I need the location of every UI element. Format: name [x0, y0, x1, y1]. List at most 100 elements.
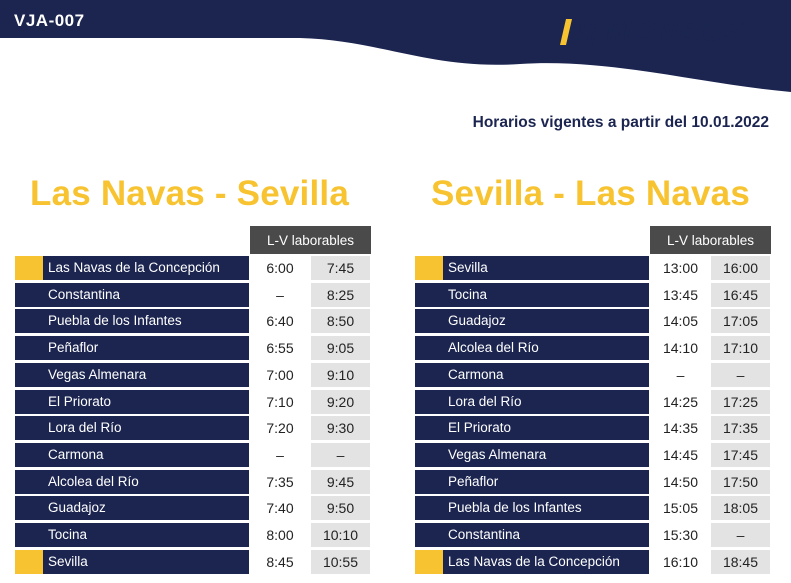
- departure-time-2: 9:10: [311, 362, 370, 387]
- header-wave-banner: [0, 0, 791, 92]
- table-row: Peñaflor 14:50 17:50: [415, 469, 771, 494]
- row-marker: [15, 523, 43, 547]
- departure-time-1: –: [251, 442, 309, 467]
- table-row: Constantina 15:30–: [415, 523, 771, 547]
- stop-name: Peñaflor: [443, 469, 649, 494]
- row-marker: [15, 282, 43, 307]
- departure-time-2: 16:00: [711, 256, 770, 280]
- brand-name: MONBUS: [606, 15, 746, 48]
- table-row: El Priorato 7:10 9:20: [15, 389, 371, 414]
- departure-time-1: 7:00: [251, 362, 309, 387]
- table-row: Tocina 13:45 16:45: [415, 282, 771, 307]
- table-row: Constantina –8:25: [15, 282, 371, 307]
- table-row: Guadajoz 7:40 9:50: [15, 496, 371, 521]
- departure-time-2: –: [711, 362, 770, 387]
- departure-time-1: 8:45: [251, 549, 309, 574]
- departure-time-2: 17:05: [711, 309, 770, 334]
- departure-time-2: 17:10: [711, 336, 770, 361]
- departure-time-1: 7:10: [251, 389, 309, 414]
- departure-time-1: 8:00: [251, 523, 309, 547]
- departure-time-1: 6:55: [251, 336, 309, 361]
- table-row: Alcolea del Río 7:35 9:45: [15, 469, 371, 494]
- stop-name: Constantina: [43, 282, 249, 307]
- stop-name: Carmona: [443, 362, 649, 387]
- departure-time-2: 17:50: [711, 469, 770, 494]
- departure-time-1: –: [251, 282, 309, 307]
- departure-time-2: 9:20: [311, 389, 370, 414]
- table-row: Sevilla 13:00 16:00: [415, 256, 771, 280]
- departure-time-2: 7:45: [311, 256, 370, 280]
- table-row: Alcolea del Río 14:10 17:10: [415, 336, 771, 361]
- stop-name: Guadajoz: [43, 496, 249, 521]
- departure-time-1: 14:45: [651, 442, 710, 467]
- departure-time-2: 9:45: [311, 469, 370, 494]
- stop-name: Vegas Almenara: [43, 362, 249, 387]
- row-marker: [415, 442, 443, 467]
- table-row: Guadajoz 14:05 17:05: [415, 309, 771, 334]
- departure-time-1: –: [651, 362, 710, 387]
- table-row: Puebla de los Infantes 15:05 18:05: [415, 496, 771, 521]
- monbus-logo: MONBUS: [560, 14, 745, 50]
- terminal-stop-marker: [15, 549, 43, 574]
- row-marker: [15, 496, 43, 521]
- table-row: Lora del Río 7:20 9:30: [15, 416, 371, 441]
- row-marker: [415, 416, 443, 441]
- row-marker: [415, 523, 443, 547]
- stop-name: Guadajoz: [443, 309, 649, 334]
- departure-time-1: 6:40: [251, 309, 309, 334]
- departure-time-2: 18:05: [711, 496, 770, 521]
- row-marker: [415, 389, 443, 414]
- row-marker: [15, 336, 43, 361]
- row-marker: [415, 362, 443, 387]
- row-marker: [15, 469, 43, 494]
- row-marker: [15, 309, 43, 334]
- departure-time-2: 9:50: [311, 496, 370, 521]
- validity-notice: Horarios vigentes a partir del 10.01.202…: [472, 114, 769, 131]
- inbound-route-title: Sevilla - Las Navas: [431, 174, 750, 213]
- departure-time-2: 16:45: [711, 282, 770, 307]
- stop-name: Alcolea del Río: [43, 469, 249, 494]
- stop-name: Tocina: [43, 523, 249, 547]
- row-marker: [15, 362, 43, 387]
- stop-name: Peñaflor: [43, 336, 249, 361]
- terminal-stop-marker: [15, 256, 43, 280]
- row-marker: [15, 389, 43, 414]
- table-row: Peñaflor 6:55 9:05: [15, 336, 371, 361]
- outbound-route-title: Las Navas - Sevilla: [30, 174, 349, 213]
- departure-time-2: 9:05: [311, 336, 370, 361]
- departure-time-1: 15:05: [651, 496, 710, 521]
- departure-time-1: 6:00: [251, 256, 309, 280]
- table-row: Puebla de los Infantes 6:40 8:50: [15, 309, 371, 334]
- table-row: Vegas Almenara 14:45 17:45: [415, 442, 771, 467]
- departure-time-2: 18:45: [711, 549, 770, 574]
- departure-time-2: 8:50: [311, 309, 370, 334]
- row-marker: [415, 469, 443, 494]
- departure-time-2: 10:55: [311, 549, 370, 574]
- row-marker: [15, 416, 43, 441]
- column-header-weekdays: L-V laborables: [650, 226, 771, 254]
- row-marker: [415, 282, 443, 307]
- departure-time-2: 8:25: [311, 282, 370, 307]
- stop-name: Vegas Almenara: [443, 442, 649, 467]
- stop-name: Puebla de los Infantes: [43, 309, 249, 334]
- stop-name: El Priorato: [43, 389, 249, 414]
- table-row: Vegas Almenara 7:00 9:10: [15, 362, 371, 387]
- departure-time-1: 13:00: [651, 256, 710, 280]
- table-row: Carmona – –: [15, 442, 371, 467]
- departure-time-1: 14:50: [651, 469, 710, 494]
- departure-time-2: 17:45: [711, 442, 770, 467]
- stop-name: Las Navas de la Concepción: [43, 256, 249, 280]
- table-row: Las Navas de la Concepción 16:10 18:45: [415, 549, 771, 574]
- departure-time-1: 14:35: [651, 416, 710, 441]
- stop-name: El Priorato: [443, 416, 649, 441]
- stop-name: Alcolea del Río: [443, 336, 649, 361]
- departure-time-1: 14:10: [651, 336, 710, 361]
- departure-time-2: 10:10: [311, 523, 370, 547]
- departure-time-2: –: [711, 523, 770, 547]
- stop-name: Tocina: [443, 282, 649, 307]
- departure-time-1: 13:45: [651, 282, 710, 307]
- departure-time-2: 17:25: [711, 389, 770, 414]
- departure-time-1: 14:25: [651, 389, 710, 414]
- monbus-stripes-icon: [560, 19, 598, 45]
- table-row: Las Navas de la Concepción 6:00 7:45: [15, 256, 371, 280]
